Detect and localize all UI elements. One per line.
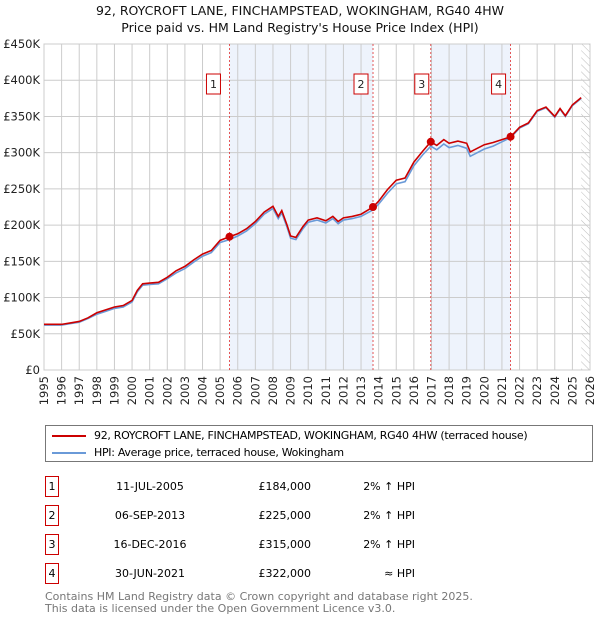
y-tick-label: £350K <box>3 109 40 123</box>
x-tick-label: 2019 <box>460 376 474 405</box>
x-tick-label: 2016 <box>407 376 421 405</box>
legend-swatch-hpi <box>52 451 86 454</box>
x-tick-label: 2009 <box>284 376 298 405</box>
sale-price: £225,000 <box>258 509 312 522</box>
sale-label: 2 <box>358 78 365 91</box>
x-tick-label: 2022 <box>513 376 527 405</box>
sale-row: 3 16-DEC-2016 £315,000 2% ↑ HPI <box>45 534 445 555</box>
x-tick-label: 2025 <box>565 376 579 405</box>
y-tick-label: £400K <box>3 73 40 87</box>
x-tick-label: 2021 <box>495 376 509 405</box>
x-tick-label: 1995 <box>37 376 51 405</box>
y-tick-label: £450K <box>3 37 40 51</box>
shaded-period <box>229 44 374 370</box>
sale-hpi-comparison: 2% ↑ HPI <box>363 538 415 551</box>
x-tick-label: 1996 <box>55 376 69 405</box>
y-tick-label: £100K <box>3 291 40 305</box>
sale-label: 4 <box>495 78 502 91</box>
sale-label-box <box>491 73 507 95</box>
sale-row: 2 06-SEP-2013 £225,000 2% ↑ HPI <box>45 505 445 526</box>
legend-label-hpi: HPI: Average price, terraced house, Woki… <box>94 446 344 459</box>
x-tick-label: 2004 <box>196 376 210 405</box>
sale-price: £315,000 <box>258 538 312 551</box>
price-chart: 1995 1996 1997 1998 1999 2000 2001 2002 2003 2004… <box>3 37 597 405</box>
sale-label: 3 <box>418 78 425 91</box>
x-tick-label: 2014 <box>372 376 386 405</box>
x-tick-label: 2017 <box>424 376 438 405</box>
x-tick-label: 2018 <box>442 376 456 405</box>
x-tick-label: 2015 <box>389 376 403 405</box>
x-tick-label: 2001 <box>143 376 157 405</box>
property-price-line <box>44 96 582 326</box>
y-tick-label: £200K <box>3 218 40 232</box>
footer-line-1: Contains HM Land Registry data © Crown c… <box>45 590 473 603</box>
sale-number: 3 <box>45 534 59 555</box>
sale-label-box <box>353 73 369 95</box>
shaded-period <box>430 44 511 370</box>
y-tick-label: £50K <box>11 327 41 341</box>
x-tick-label: 2005 <box>213 376 227 405</box>
x-tick-label: 1999 <box>107 376 121 405</box>
chart-subtitle: Price paid vs. HM Land Registry's House … <box>121 20 479 35</box>
x-tick-label: 2024 <box>548 376 562 405</box>
x-tick-label: 2023 <box>530 376 544 405</box>
sale-point <box>225 232 234 241</box>
x-tick-label: 2006 <box>231 376 245 405</box>
legend-label-property: 92, ROYCROFT LANE, FINCHAMPSTEAD, WOKING… <box>94 429 528 442</box>
y-tick-label: £150K <box>3 254 40 268</box>
hpi-line <box>44 97 582 326</box>
sale-label: 1 <box>210 78 217 91</box>
plot-border <box>43 43 591 371</box>
y-tick-label: £300K <box>3 146 40 160</box>
sale-hpi-comparison: 2% ↑ HPI <box>363 509 415 522</box>
x-tick-label: 2010 <box>301 376 315 405</box>
x-tick-label: 2008 <box>266 376 280 405</box>
chart-title: 92, ROYCROFT LANE, FINCHAMPSTEAD, WOKING… <box>95 3 505 18</box>
sale-date: 06-SEP-2013 <box>114 509 186 522</box>
legend: 92, ROYCROFT LANE, FINCHAMPSTEAD, WOKING… <box>45 425 593 462</box>
x-tick-label: 2000 <box>125 376 139 405</box>
x-tick-label: 2011 <box>319 376 333 405</box>
sale-number: 1 <box>45 476 59 497</box>
x-tick-label: 2002 <box>160 376 174 405</box>
x-tick-label: 1997 <box>72 376 86 405</box>
x-tick-label: 2013 <box>354 376 368 405</box>
x-tick-label: 2026 <box>583 376 597 405</box>
x-tick-label: 2020 <box>477 376 491 405</box>
x-tick-label: 2007 <box>248 376 262 405</box>
sale-row: 1 11-JUL-2005 £184,000 2% ↑ HPI <box>45 476 445 497</box>
sale-row: 4 30-JUN-2021 £322,000 ≈ HPI <box>45 563 445 584</box>
sale-label-box <box>205 73 221 95</box>
sale-label-box <box>414 73 430 95</box>
footer: Contains HM Land Registry data © Crown c… <box>45 591 473 615</box>
sale-hpi-comparison: 2% ↑ HPI <box>363 480 415 493</box>
sale-date: 30-JUN-2021 <box>114 567 186 580</box>
sale-hpi-comparison: ≈ HPI <box>384 567 415 580</box>
x-tick-label: 2012 <box>336 376 350 405</box>
sale-point <box>506 132 515 141</box>
y-tick-label: £250K <box>3 182 40 196</box>
x-tick-label: 2003 <box>178 376 192 405</box>
footer-line-2: This data is licensed under the Open Gov… <box>45 602 396 615</box>
x-tick-label: 1998 <box>90 376 104 405</box>
y-tick-label: £0 <box>25 363 40 377</box>
sale-date: 16-DEC-2016 <box>113 538 187 551</box>
sale-number: 4 <box>45 563 59 584</box>
sale-point <box>369 203 378 211</box>
sale-number: 2 <box>45 505 59 526</box>
sale-date: 11-JUL-2005 <box>116 480 184 493</box>
sale-price: £322,000 <box>258 567 312 580</box>
sale-price: £184,000 <box>258 480 312 493</box>
sale-point <box>426 137 435 146</box>
forecast-hatch <box>581 44 590 370</box>
legend-swatch-property <box>52 434 86 437</box>
